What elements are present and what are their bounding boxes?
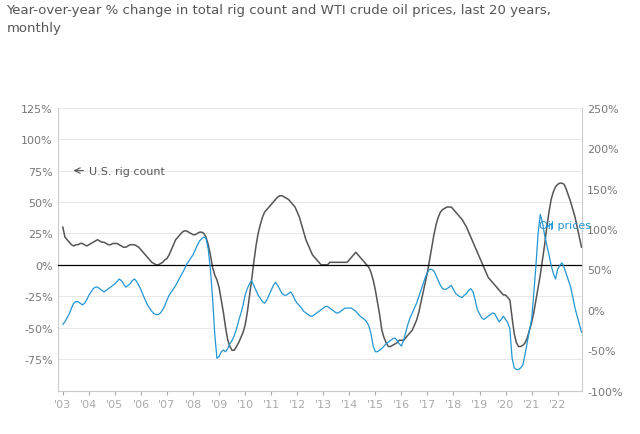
- Text: Oil prices: Oil prices: [540, 220, 591, 230]
- Text: U.S. rig count: U.S. rig count: [89, 166, 164, 176]
- Text: Year-over-year % change in total rig count and WTI crude oil prices, last 20 yea: Year-over-year % change in total rig cou…: [6, 4, 551, 35]
